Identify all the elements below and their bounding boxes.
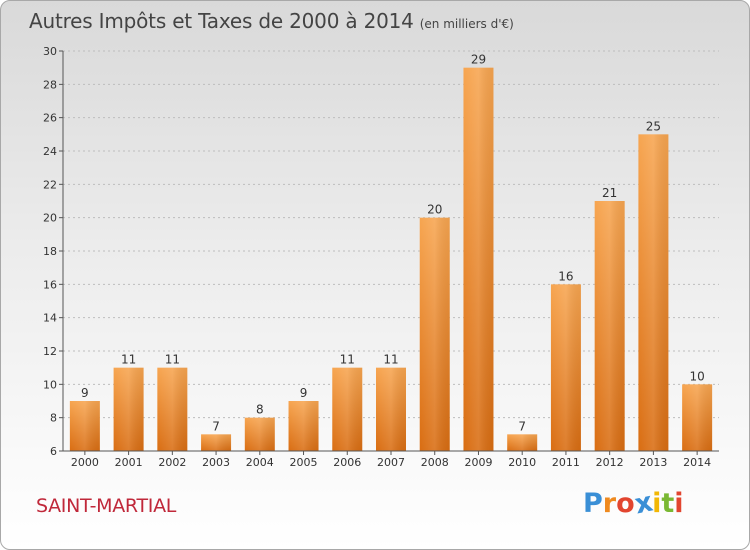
bar-shine — [288, 401, 319, 451]
value-label: 7 — [518, 419, 526, 433]
value-label: 11 — [383, 353, 398, 367]
bar-shine — [69, 401, 100, 451]
bar-shine — [507, 434, 538, 451]
x-tick-label: 2007 — [377, 456, 405, 469]
bar-shine — [550, 284, 581, 451]
logo-letter: t — [661, 488, 675, 519]
value-label: 8 — [256, 403, 264, 417]
x-tick-label: 2001 — [115, 456, 143, 469]
x-tick-label: 2000 — [71, 456, 99, 469]
chart-title-text: Autres Impôts et Taxes de 2000 à 2014 — [29, 9, 414, 33]
value-label: 9 — [81, 386, 89, 400]
x-tick-label: 2005 — [290, 456, 318, 469]
value-label: 25 — [646, 119, 661, 133]
y-tick-label: 22 — [43, 178, 57, 191]
y-tick-label: 12 — [43, 345, 57, 358]
value-label: 21 — [602, 186, 617, 200]
bar-shine — [638, 134, 669, 452]
bar-shine — [594, 201, 625, 451]
value-label: 11 — [165, 353, 180, 367]
chart-unit-note: (en milliers d'€) — [419, 17, 514, 31]
axes: 6 8 10 12 14 16 18 20 22 24 26 28 30 2000 2001 2002 2003… — [43, 45, 719, 469]
y-tick-label: 24 — [43, 145, 57, 158]
value-label: 10 — [689, 369, 704, 383]
y-tick-label: 14 — [43, 312, 57, 325]
logo-letter: i — [674, 488, 684, 519]
x-tick-label: 2012 — [596, 456, 624, 469]
y-tick-label: 30 — [43, 45, 57, 58]
bar-shine — [157, 367, 188, 451]
value-label: 16 — [558, 269, 573, 283]
bar-shine — [419, 217, 450, 451]
logo-letter: r — [602, 488, 617, 519]
y-tick-label: 8 — [50, 412, 57, 425]
x-tick-label: 2013 — [639, 456, 667, 469]
x-tick-label: 2009 — [464, 456, 492, 469]
x-tick-label: 2006 — [333, 456, 361, 469]
proxiti-logo: Proxiti — [583, 487, 684, 521]
value-label: 11 — [121, 353, 136, 367]
y-tick-label: 6 — [50, 445, 57, 458]
value-labels: 9 11 11 7 8 9 11 11 20 29 7 16 21 25 10 — [81, 53, 705, 434]
value-label: 11 — [340, 353, 355, 367]
y-tick-label: 26 — [43, 112, 57, 125]
value-label: 29 — [471, 53, 486, 67]
logo-letter: o — [616, 488, 635, 519]
commune-name: SAINT-MARTIAL — [36, 495, 177, 517]
x-tick-label: 2003 — [202, 456, 230, 469]
y-tick-label: 28 — [43, 78, 57, 91]
logo-letter: P — [583, 488, 603, 519]
bar-shine — [376, 367, 406, 451]
bars — [69, 67, 713, 452]
bar-shine — [332, 367, 363, 451]
value-label: 9 — [300, 386, 308, 400]
bar-shine — [463, 67, 494, 452]
y-tick-label: 18 — [43, 245, 57, 258]
y-tick-label: 20 — [43, 212, 57, 225]
x-tick-label: 2004 — [246, 456, 274, 469]
value-label: 20 — [427, 203, 442, 217]
value-label: 7 — [212, 419, 220, 433]
y-tick-label: 16 — [43, 278, 57, 291]
x-tick-label: 2008 — [421, 456, 449, 469]
bar-shine — [244, 417, 275, 451]
x-tick-label: 2011 — [552, 456, 580, 469]
x-tick-label: 2014 — [683, 456, 711, 469]
logo-letter: i — [652, 488, 662, 519]
bar-shine — [113, 367, 144, 451]
bar-shine — [682, 384, 713, 451]
x-tick-label: 2002 — [158, 456, 186, 469]
y-tick-label: 10 — [43, 378, 57, 391]
chart-title: Autres Impôts et Taxes de 2000 à 2014 (en… — [29, 9, 514, 33]
bar-shine — [201, 434, 232, 451]
x-tick-label: 2010 — [508, 456, 536, 469]
